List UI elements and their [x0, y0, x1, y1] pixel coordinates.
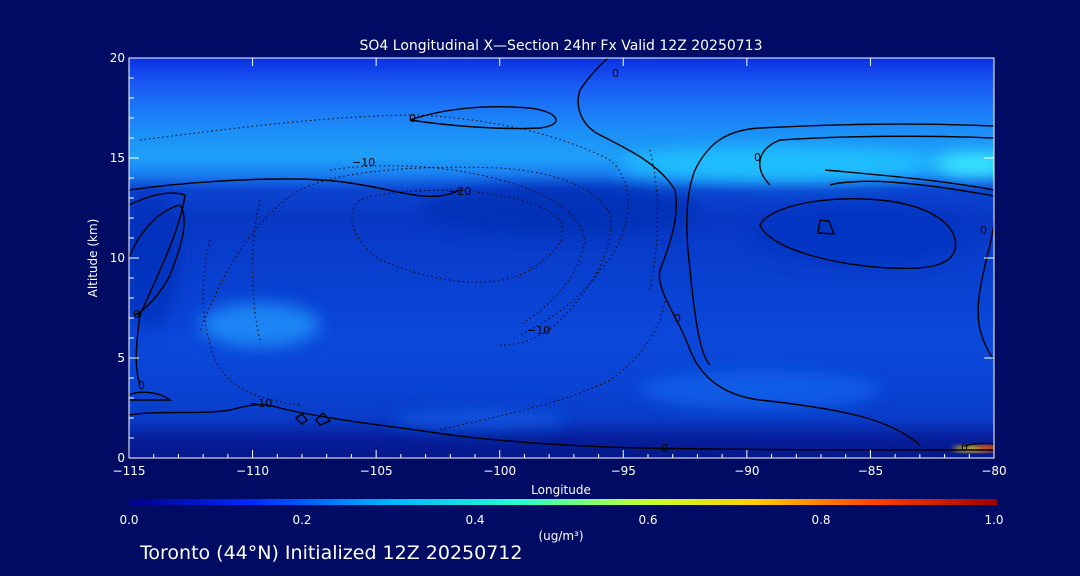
- colorbar-tick-label: 1.0: [984, 513, 1003, 527]
- x-tick-label: −115: [113, 464, 146, 478]
- y-tick-label: 15: [110, 151, 125, 165]
- x-tick-label: −90: [734, 464, 759, 478]
- contour-label: −10: [352, 156, 375, 169]
- colorbar: 0.0 0.2 0.4 0.6 0.8 1.0 (ug/m³): [119, 499, 1004, 543]
- contour-label: 0: [133, 308, 140, 321]
- contour-label: 0: [754, 151, 761, 164]
- x-tick-label: −80: [981, 464, 1006, 478]
- colorbar-tick-label: 0.6: [638, 513, 657, 527]
- contour-label: 0: [961, 441, 968, 454]
- contour-label: −20: [448, 185, 471, 198]
- footer-caption: Toronto (44°N) Initialized 12Z 20250712: [140, 542, 523, 564]
- x-tick-label: −110: [236, 464, 269, 478]
- colorbar-ticks: 0.0 0.2 0.4 0.6 0.8 1.0: [119, 513, 1003, 527]
- colorbar-tick-label: 0.2: [292, 513, 311, 527]
- y-axis-label: Altitude (km): [86, 219, 100, 298]
- y-tick-label: 0: [117, 451, 125, 465]
- contour-label: 0: [409, 112, 416, 125]
- contour-label: 0: [612, 67, 619, 80]
- colorbar-gradient: [129, 499, 997, 505]
- y-axis: 0 5 10 15 20: [110, 51, 994, 465]
- colorbar-tick-label: 0.0: [119, 513, 138, 527]
- x-tick-label: −100: [483, 464, 516, 478]
- concentration-features: [129, 147, 994, 430]
- contour-label: −10: [527, 324, 550, 337]
- y-tick-label: 5: [117, 351, 125, 365]
- x-axis-label: Longitude: [531, 483, 591, 497]
- contour-label: 0: [138, 379, 145, 392]
- colorbar-tick-label: 0.4: [465, 513, 484, 527]
- contour-lines: [129, 58, 994, 451]
- contour-label: 0: [980, 224, 987, 237]
- contour-label: 0: [661, 442, 668, 455]
- contour-label: 0: [674, 312, 681, 325]
- contour-label: −10: [249, 397, 272, 410]
- colorbar-unit-label: (ug/m³): [538, 529, 583, 543]
- negative-contours: [139, 114, 666, 431]
- x-tick-label: −85: [858, 464, 883, 478]
- colorbar-tick-label: 0.8: [811, 513, 830, 527]
- contour-labels: 0 −10 −20 −10 0 0 0 0 0 −10 0 0 0: [133, 67, 987, 455]
- plot-area: 0 −10 −20 −10 0 0 0 0 0 −10 0 0 0: [129, 58, 994, 458]
- x-tick-label: −95: [611, 464, 636, 478]
- y-tick-label: 20: [110, 51, 125, 65]
- x-axis: −115 −110 −105 −100 −95 −90 −85 −80: [113, 58, 1007, 478]
- y-tick-label: 10: [110, 251, 125, 265]
- x-tick-label: −105: [360, 464, 393, 478]
- chart-title: SO4 Longitudinal X—Section 24hr Fx Valid…: [360, 38, 763, 54]
